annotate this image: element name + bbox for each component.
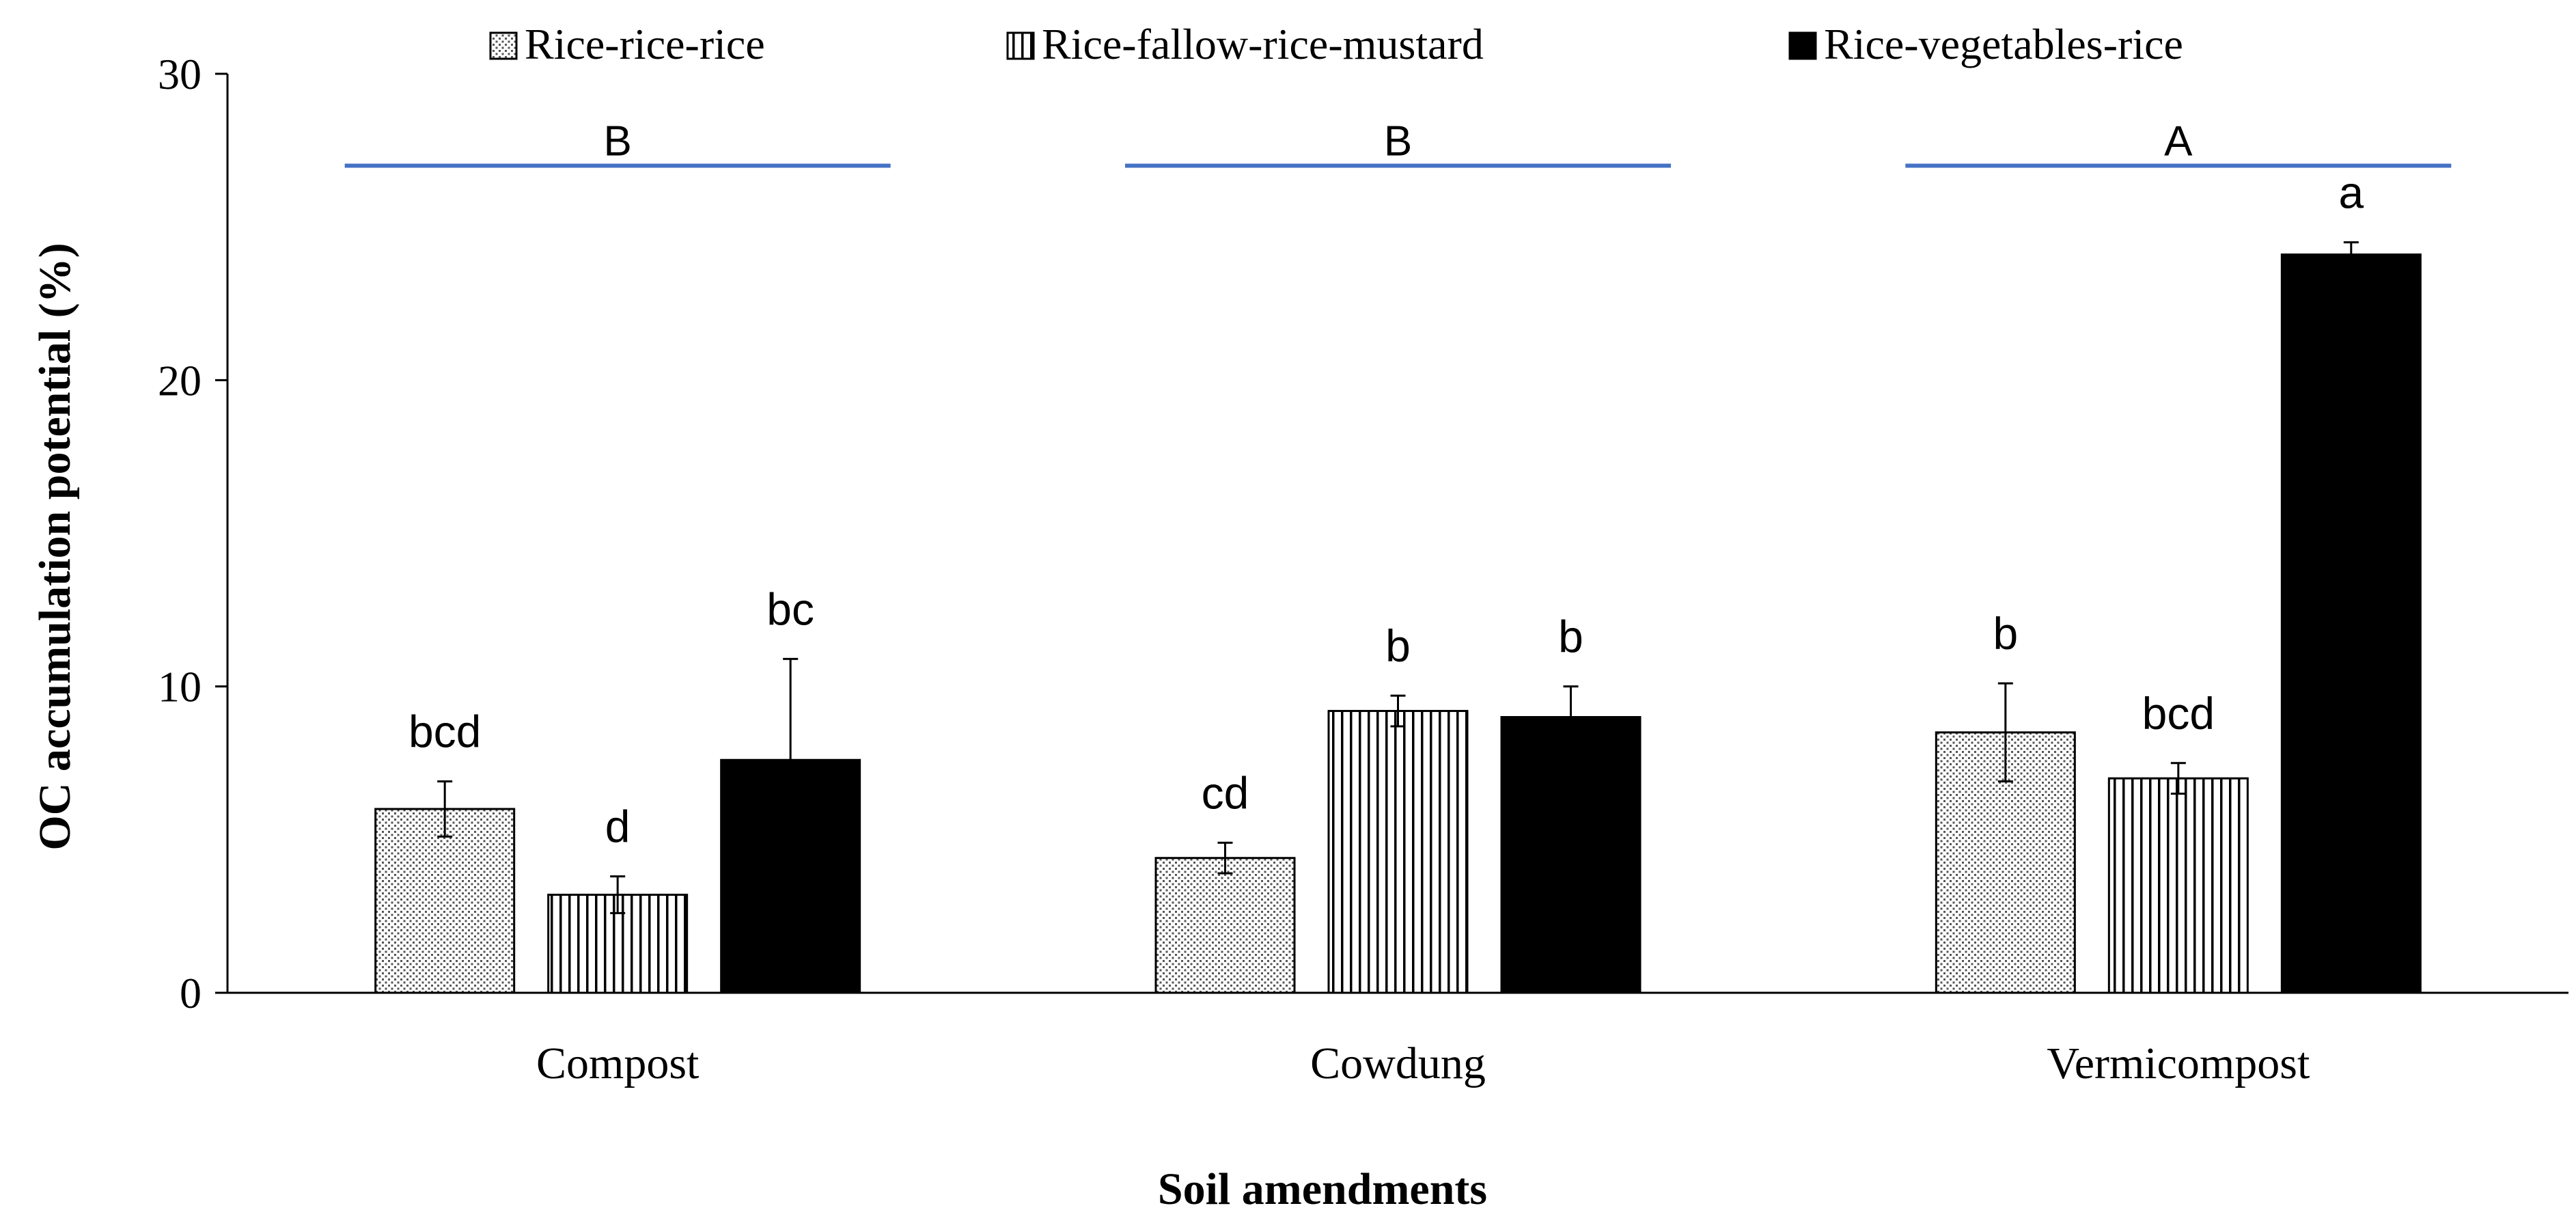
bar-significance-letters: bcd d bc cd b b b bcd a [408,167,2364,852]
letter-rice-rice-rice-vermicompost: b [1993,608,2018,659]
error-bar-rice-fallow-rice-mustard-vermicompost [2170,762,2186,795]
letter-rice-fallow-rice-mustard-vermicompost: bcd [2142,688,2215,739]
group-letter-cowdung: B [1384,118,1412,165]
bar-rice-vegetables-rice-cowdung [1500,716,1642,994]
x-tick-label-cowdung: Cowdung [1310,1039,1486,1088]
x-axis-title: Soil amendments [1158,1164,1487,1214]
group-letter-vermicompost: A [2164,118,2193,165]
letter-rice-fallow-rice-mustard-cowdung: b [1385,620,1411,671]
x-tick-label-compost: Compost [536,1039,699,1088]
bar-rice-rice-rice-vermicompost [1935,731,2076,994]
bar-rice-fallow-rice-mustard-vermicompost [2107,777,2249,994]
bar-rice-vegetables-rice-vermicompost [2280,253,2422,994]
letter-rice-vegetables-rice-cowdung: b [1558,612,1583,662]
letter-rice-vegetables-rice-compost: bc [766,584,814,634]
legend-item-rice-fallow-rice-mustard: Rice-fallow-rice-mustard [1006,20,1484,68]
y-axis-ticks: 0 10 20 30 [158,50,227,1017]
y-tick-label-10: 10 [158,663,202,711]
legend-item-rice-rice-rice: Rice-rice-rice [489,20,765,68]
legend-label-rice-vegetables-rice: Rice-vegetables-rice [1824,20,2183,68]
error-bar-rice-vegetables-rice-cowdung [1563,685,1579,748]
letter-rice-fallow-rice-mustard-compost: d [605,801,631,852]
y-axis-title: OC accumulation potential (%) [30,243,80,850]
legend-swatch-rice-fallow-rice-mustard [1006,31,1035,60]
error-bar-rice-rice-rice-vermicompost [1997,682,2013,783]
error-bar-rice-vegetables-rice-vermicompost [2343,241,2359,267]
error-bar-rice-rice-rice-cowdung [1217,841,1233,875]
legend-label-rice-rice-rice: Rice-rice-rice [525,20,765,68]
legend-item-rice-vegetables-rice: Rice-vegetables-rice [1788,20,2183,68]
error-bar-rice-fallow-rice-mustard-compost [610,875,626,914]
bar-rice-rice-rice-cowdung [1154,857,1296,994]
legend-swatch-rice-vegetables-rice [1788,31,1817,60]
letter-rice-rice-rice-compost: bcd [408,706,481,757]
x-axis-category-labels: Compost Cowdung Vermicompost [536,1039,2310,1088]
error-bars [437,241,2359,914]
bar-rice-fallow-rice-mustard-cowdung [1327,710,1469,994]
letter-rice-rice-rice-cowdung: cd [1202,767,1249,818]
x-tick-label-vermicompost: Vermicompost [2047,1039,2310,1088]
y-tick-label-30: 30 [158,50,202,98]
group-letter-compost: B [603,118,631,165]
error-bar-rice-fallow-rice-mustard-cowdung [1390,694,1406,728]
legend: Rice-rice-rice Rice-fallow-rice-mustard … [489,20,2183,68]
letter-rice-vegetables-rice-vermicompost: a [2338,167,2364,218]
legend-label-rice-fallow-rice-mustard: Rice-fallow-rice-mustard [1042,20,1484,68]
y-tick-label-20: 20 [158,356,202,404]
error-bar-rice-vegetables-rice-compost [783,657,799,862]
error-bar-rice-rice-rice-compost [437,780,453,838]
legend-swatch-rice-rice-rice [489,31,518,60]
y-tick-label-0: 0 [180,969,202,1017]
